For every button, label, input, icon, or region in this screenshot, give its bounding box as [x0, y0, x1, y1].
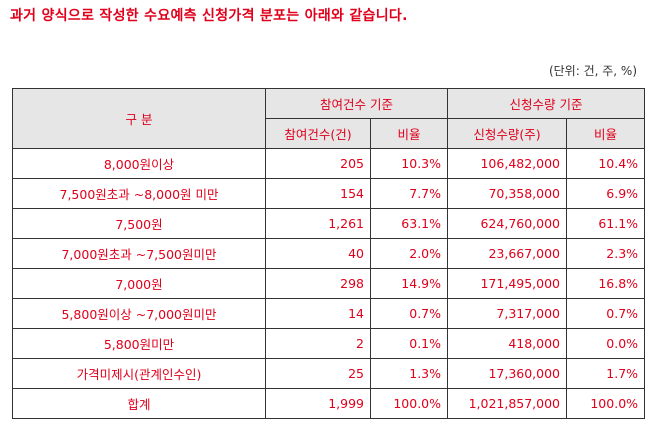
quantity-ratio-cell: 16.8%: [566, 268, 646, 299]
header-participation-count: 참여건수(건): [265, 118, 371, 149]
total-row: 합계 1,999 100.0% 1,021,857,000 100.0%: [12, 388, 646, 419]
participation-count-cell: 14: [265, 298, 371, 329]
header-participation-basis: 참여건수 기준: [264, 88, 449, 119]
participation-count-cell: 205: [265, 148, 371, 179]
participation-ratio-cell: 14.9%: [369, 268, 449, 299]
participation-count-cell: 2: [265, 328, 371, 359]
participation-count-cell: 154: [265, 178, 371, 209]
participation-ratio-cell: 10.3%: [369, 148, 449, 179]
table-row: 5,800원미만 2 0.1% 418,000 0.0%: [12, 328, 646, 359]
participation-ratio-cell: 63.1%: [369, 208, 449, 239]
row-label: 가격미제시(관계인수인): [12, 358, 266, 389]
quantity-cell: 171,495,000: [447, 268, 568, 299]
quantity-cell: 624,760,000: [447, 208, 568, 239]
table-row: 7,500원 1,261 63.1% 624,760,000 61.1%: [12, 208, 646, 239]
participation-ratio-cell: 0.1%: [369, 328, 449, 359]
quantity-ratio-cell: 6.9%: [566, 178, 646, 209]
participation-ratio-cell: 2.0%: [369, 238, 449, 269]
header-quantity-basis: 신청수량 기준: [447, 88, 646, 119]
table-row: 7,500원초과 ~8,000원 미만 154 7.7% 70,358,000 6.9%: [12, 178, 646, 209]
row-label: 7,500원초과 ~8,000원 미만: [12, 178, 266, 209]
quantity-ratio-cell: 2.3%: [566, 238, 646, 269]
participation-count-cell: 1,999: [265, 388, 371, 419]
quantity-ratio-cell: 10.4%: [566, 148, 646, 179]
table-row: 5,800원이상 ~7,000원미만 14 0.7% 7,317,000 0.7%: [12, 298, 646, 329]
quantity-cell: 7,317,000: [447, 298, 568, 329]
header-category: 구 분: [12, 88, 266, 149]
row-label: 8,000원이상: [12, 148, 266, 179]
row-label: 7,000원초과 ~7,500원미만: [12, 238, 266, 269]
table-row: 7,000원초과 ~7,500원미만 40 2.0% 23,667,000 2.3%: [12, 238, 646, 269]
participation-count-cell: 25: [265, 358, 371, 389]
quantity-cell: 70,358,000: [447, 178, 568, 209]
row-label: 7,500원: [12, 208, 266, 239]
quantity-cell: 1,021,857,000: [447, 388, 568, 419]
quantity-ratio-cell: 61.1%: [566, 208, 646, 239]
participation-ratio-cell: 0.7%: [369, 298, 449, 329]
quantity-ratio-cell: 0.7%: [566, 298, 646, 329]
quantity-cell: 17,360,000: [447, 358, 568, 389]
quantity-cell: 23,667,000: [447, 238, 568, 269]
row-label: 5,800원미만: [12, 328, 266, 359]
table-row: 8,000원이상 205 10.3% 106,482,000 10.4%: [12, 148, 646, 179]
participation-count-cell: 40: [265, 238, 371, 269]
participation-ratio-cell: 7.7%: [369, 178, 449, 209]
header-participation-ratio: 비율: [369, 118, 449, 149]
quantity-ratio-cell: 100.0%: [566, 388, 646, 419]
page-title: 과거 양식으로 작성한 수요예측 신청가격 분포는 아래와 같습니다.: [10, 8, 408, 24]
price-distribution-table: 구 분 참여건수 기준 신청수량 기준 참여건수(건) 비율 신청수량(주) 비…: [12, 88, 646, 419]
table-row: 7,000원 298 14.9% 171,495,000 16.8%: [12, 268, 646, 299]
header-quantity-ratio: 비율: [566, 118, 646, 149]
unit-note: (단위: 건, 주, %): [548, 64, 637, 78]
row-label: 7,000원: [12, 268, 266, 299]
row-label: 5,800원이상 ~7,000원미만: [12, 298, 266, 329]
quantity-cell: 106,482,000: [447, 148, 568, 179]
participation-ratio-cell: 100.0%: [369, 388, 449, 419]
header-quantity: 신청수량(주): [447, 118, 568, 149]
quantity-cell: 418,000: [447, 328, 568, 359]
participation-count-cell: 298: [265, 268, 371, 299]
quantity-ratio-cell: 0.0%: [566, 328, 646, 359]
quantity-ratio-cell: 1.7%: [566, 358, 646, 389]
table-row: 가격미제시(관계인수인) 25 1.3% 17,360,000 1.7%: [12, 358, 646, 389]
participation-ratio-cell: 1.3%: [369, 358, 449, 389]
row-label: 합계: [12, 388, 266, 419]
participation-count-cell: 1,261: [265, 208, 371, 239]
